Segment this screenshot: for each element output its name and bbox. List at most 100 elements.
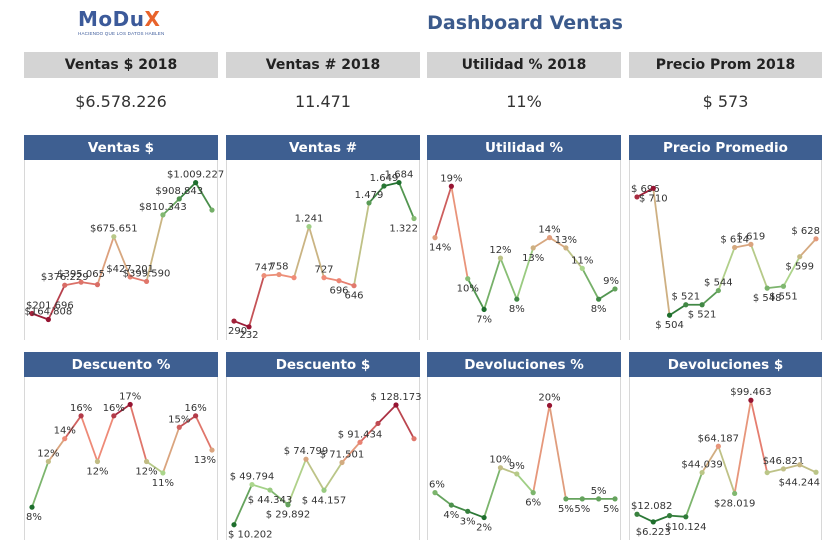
- series-line-segment: [31, 461, 50, 508]
- data-point[interactable]: [249, 481, 255, 488]
- data-point[interactable]: [209, 447, 215, 453]
- data-point[interactable]: [357, 439, 363, 445]
- data-point[interactable]: [780, 283, 787, 289]
- data-point[interactable]: [143, 278, 150, 285]
- data-point[interactable]: [246, 324, 252, 330]
- data-point[interactable]: [303, 456, 309, 462]
- data-point[interactable]: [396, 179, 402, 186]
- data-point[interactable]: [381, 183, 387, 189]
- data-point[interactable]: [111, 413, 117, 419]
- data-point[interactable]: [732, 244, 738, 251]
- data-point[interactable]: [497, 465, 504, 471]
- data-point[interactable]: [193, 413, 199, 419]
- data-point[interactable]: [336, 278, 342, 284]
- data-point[interactable]: [481, 306, 487, 313]
- data-point[interactable]: [465, 276, 471, 282]
- data-point[interactable]: [683, 514, 689, 520]
- data-point[interactable]: [764, 469, 770, 476]
- data-point[interactable]: [596, 496, 602, 502]
- data-point[interactable]: [514, 296, 520, 302]
- data-point[interactable]: [78, 413, 84, 419]
- data-point[interactable]: [111, 234, 117, 240]
- data-point[interactable]: [563, 245, 569, 251]
- data-point[interactable]: [339, 459, 345, 466]
- data-point[interactable]: [267, 487, 273, 493]
- data-point[interactable]: [732, 490, 738, 497]
- data-point[interactable]: [160, 470, 166, 476]
- data-point[interactable]: [285, 502, 291, 508]
- data-point[interactable]: [612, 496, 618, 502]
- data-point[interactable]: [160, 212, 166, 218]
- data-point[interactable]: [650, 185, 656, 191]
- data-point[interactable]: [530, 245, 536, 251]
- data-point[interactable]: [321, 487, 327, 493]
- data-point[interactable]: [596, 296, 602, 302]
- data-point[interactable]: [29, 504, 35, 510]
- data-point[interactable]: [176, 196, 182, 202]
- data-point[interactable]: [432, 235, 438, 241]
- data-point[interactable]: [209, 207, 215, 213]
- data-point[interactable]: [448, 502, 454, 508]
- data-point[interactable]: [276, 271, 282, 278]
- data-point[interactable]: [715, 287, 721, 294]
- data-point[interactable]: [634, 194, 640, 200]
- data-point[interactable]: [514, 471, 520, 477]
- data-point[interactable]: [143, 458, 150, 465]
- data-point[interactable]: [375, 420, 381, 427]
- data-point[interactable]: [231, 522, 237, 528]
- data-point[interactable]: [193, 180, 199, 186]
- data-point[interactable]: [748, 397, 754, 403]
- data-point[interactable]: [45, 316, 51, 323]
- data-point[interactable]: [127, 274, 133, 280]
- data-point[interactable]: [94, 282, 101, 288]
- data-point[interactable]: [650, 519, 656, 525]
- data-point[interactable]: [29, 310, 35, 317]
- data-point[interactable]: [813, 236, 819, 242]
- data-point[interactable]: [366, 200, 372, 206]
- data-point[interactable]: [563, 496, 569, 502]
- data-point[interactable]: [797, 462, 803, 468]
- data-point[interactable]: [261, 273, 267, 279]
- data-point[interactable]: [699, 302, 705, 308]
- data-point[interactable]: [481, 514, 487, 521]
- data-point[interactable]: [448, 183, 454, 189]
- data-point[interactable]: [813, 469, 819, 475]
- data-point[interactable]: [411, 215, 417, 222]
- data-point[interactable]: [546, 402, 553, 409]
- data-point[interactable]: [432, 490, 438, 496]
- data-point[interactable]: [62, 436, 68, 442]
- data-point[interactable]: [797, 254, 803, 260]
- data-point[interactable]: [579, 496, 585, 502]
- data-point[interactable]: [62, 282, 68, 288]
- data-point[interactable]: [666, 513, 673, 519]
- data-point[interactable]: [94, 458, 101, 465]
- data-point[interactable]: [45, 458, 51, 465]
- data-point[interactable]: [683, 302, 689, 308]
- data-point[interactable]: [634, 511, 640, 517]
- data-point[interactable]: [231, 318, 237, 324]
- data-point[interactable]: [764, 285, 770, 291]
- data-point[interactable]: [699, 469, 705, 476]
- data-point[interactable]: [351, 283, 357, 289]
- data-point[interactable]: [306, 223, 312, 230]
- data-point[interactable]: [780, 466, 787, 472]
- data-point[interactable]: [579, 265, 585, 271]
- data-point[interactable]: [666, 312, 673, 318]
- data-point[interactable]: [176, 424, 182, 430]
- data-point[interactable]: [127, 401, 133, 408]
- data-label: $44.039: [681, 460, 722, 471]
- data-point[interactable]: [321, 275, 327, 281]
- data-label: $ 599: [785, 262, 814, 273]
- data-point[interactable]: [546, 235, 553, 241]
- data-point[interactable]: [291, 275, 297, 281]
- data-point[interactable]: [715, 443, 721, 449]
- data-point[interactable]: [78, 279, 84, 285]
- data-label: 5%: [591, 486, 607, 497]
- data-point[interactable]: [411, 436, 417, 442]
- data-point[interactable]: [530, 490, 536, 496]
- data-point[interactable]: [497, 255, 504, 261]
- data-point[interactable]: [393, 402, 399, 408]
- data-point[interactable]: [748, 241, 754, 247]
- data-point[interactable]: [612, 286, 618, 292]
- data-point[interactable]: [465, 508, 471, 514]
